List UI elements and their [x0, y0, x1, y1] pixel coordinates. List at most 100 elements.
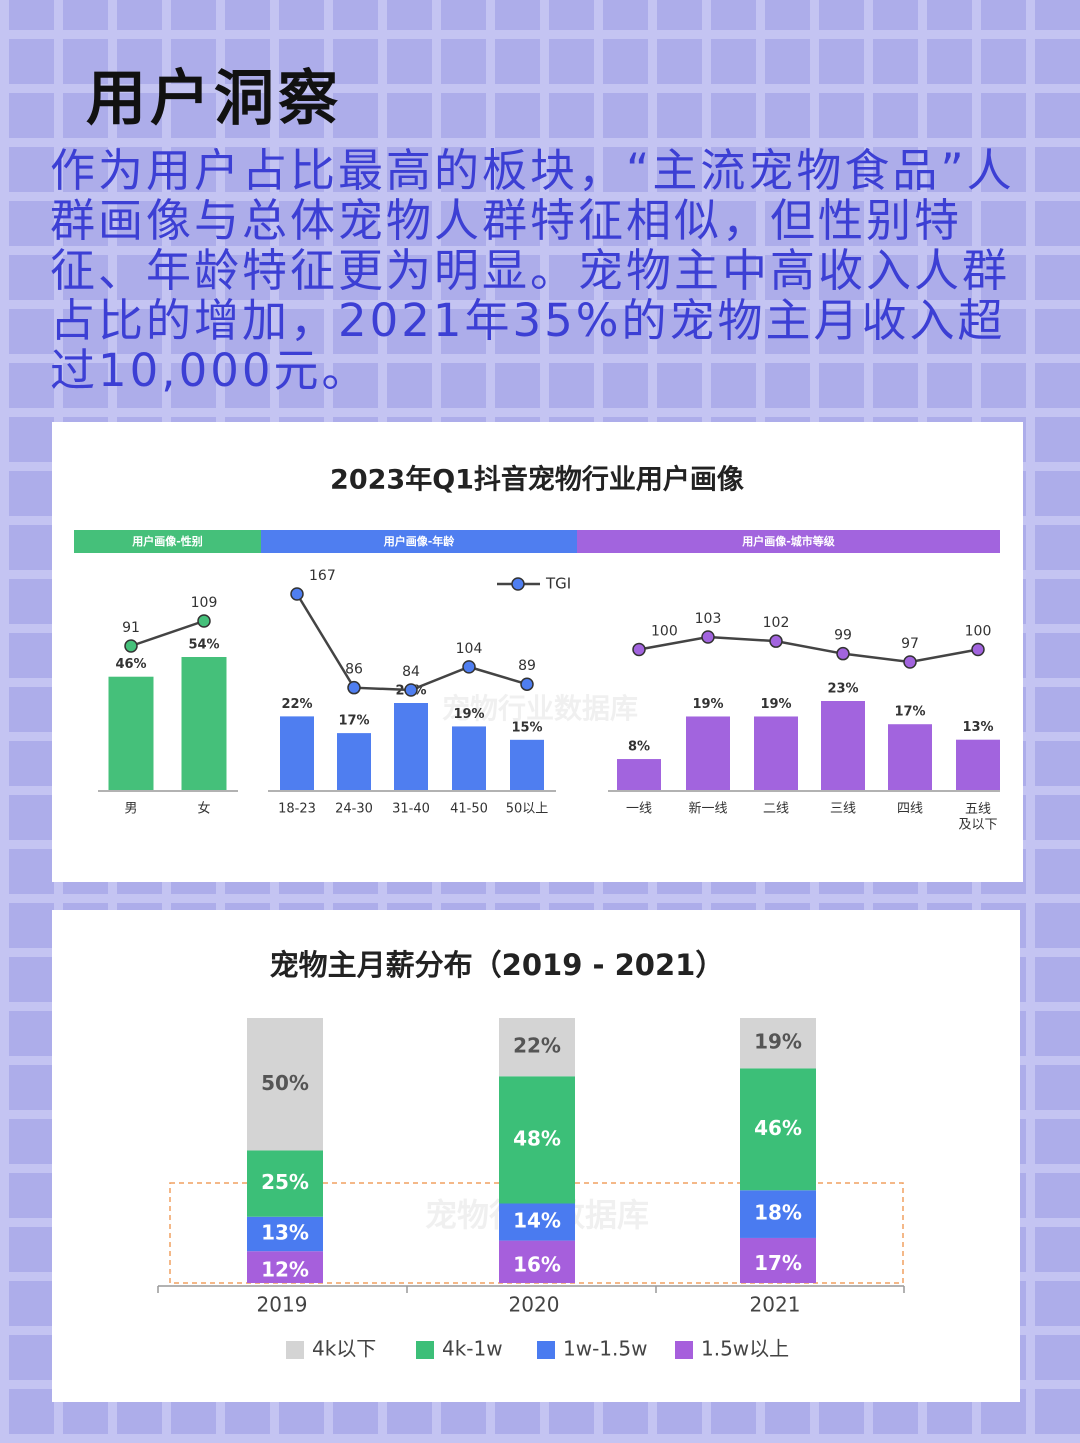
section-header [74, 530, 261, 553]
tgi-point [701, 630, 715, 644]
tgi-point [769, 634, 783, 648]
tgi-point [290, 587, 304, 601]
section-header [577, 530, 1000, 553]
section-label: 用户画像-性别 [132, 534, 203, 548]
legend-swatch [675, 1341, 693, 1359]
value-label: 12% [261, 1258, 309, 1282]
tgi-point [632, 642, 646, 657]
x-tick-label: 新一线 [688, 801, 727, 817]
value-label: 48% [513, 1126, 561, 1150]
x-tick-label: 2020 [509, 1293, 560, 1317]
tgi-label: 100 [965, 624, 992, 640]
tgi-label: 102 [763, 615, 790, 631]
value-label: 17% [754, 1251, 802, 1275]
x-tick-label: 女 [197, 801, 210, 817]
bar [108, 676, 154, 790]
value-label: 19% [760, 697, 791, 712]
value-label: 18% [754, 1201, 802, 1225]
tgi-point [404, 683, 418, 697]
value-label: 50% [261, 1071, 309, 1095]
bar [956, 739, 1000, 790]
bar [280, 716, 314, 790]
bar-segment [247, 1251, 323, 1283]
tgi-label: 89 [518, 658, 536, 674]
tgi-label: 97 [901, 636, 919, 652]
value-label: 17% [338, 714, 369, 729]
x-tick-label: 31-40 [392, 802, 430, 817]
value-label: 19% [692, 697, 723, 712]
value-label: 15% [511, 720, 542, 735]
tgi-label: 91 [122, 620, 140, 636]
legend-label: 1w-1.5w [563, 1337, 647, 1361]
value-label: 17% [894, 705, 925, 720]
section-label: 用户画像-年龄 [384, 534, 456, 548]
bar [394, 703, 428, 790]
page-body: 作为用户占比最高的板块，“主流宠物食品”人群画像与总体宠物人群特征相似，但性别特… [50, 144, 1015, 397]
tgi-label: 167 [309, 568, 336, 584]
bar-segment [247, 1216, 323, 1252]
value-label: 16% [513, 1252, 561, 1276]
chart-title: 2023年Q1抖音宠物行业用户画像 [330, 464, 744, 496]
value-label: 25% [261, 1170, 309, 1194]
value-label: 23% [827, 682, 858, 697]
legend-swatch [286, 1341, 304, 1359]
page-title: 用户洞察 [86, 64, 342, 134]
chart-title: 宠物主月薪分布（2019 - 2021） [270, 948, 725, 982]
x-tick-label: 一线 [626, 802, 652, 817]
tgi-label: 99 [834, 628, 852, 644]
bar-segment [499, 1240, 575, 1283]
x-tick-label: 2019 [257, 1293, 308, 1317]
x-tick-label: 二线 [763, 802, 789, 817]
bar-segment [740, 1068, 816, 1191]
legend-swatch [416, 1341, 434, 1359]
x-tick-label: 五线及以下 [958, 802, 997, 833]
tgi-label: 103 [695, 611, 722, 627]
value-label: 46% [115, 657, 146, 672]
legend-swatch [537, 1341, 555, 1359]
tgi-line [130, 619, 205, 648]
value-label: 8% [628, 740, 650, 755]
tgi-point [903, 655, 917, 669]
x-tick-label: 2021 [750, 1293, 801, 1317]
bar-segment [499, 1203, 575, 1241]
x-tick-label: 24-30 [335, 802, 373, 817]
legend-label: 4k以下 [312, 1337, 376, 1361]
bar-segment [740, 1190, 816, 1238]
card [52, 422, 1023, 882]
x-tick-label: 四线 [897, 802, 923, 817]
bar-segment [740, 1018, 816, 1069]
bar-segment [247, 1150, 323, 1217]
section-header [261, 530, 577, 553]
tgi-point [520, 677, 534, 691]
x-tick-label: 50以上 [506, 802, 549, 817]
bar-segment [247, 1018, 323, 1151]
tgi-label: 100 [651, 624, 678, 640]
bar [754, 716, 798, 790]
bar [337, 733, 371, 790]
tgi-label: 104 [456, 641, 483, 657]
value-label: 19% [453, 707, 484, 722]
bar-segment [499, 1018, 575, 1077]
section-label: 用户画像-城市等级 [742, 534, 836, 548]
x-tick-label: 男 [124, 802, 137, 817]
value-label: 13% [962, 720, 993, 735]
tgi-point [347, 680, 361, 695]
legend-label: 1.5w以上 [701, 1337, 789, 1361]
watermark: 宠物行业数据库 [442, 692, 638, 725]
legend-label: TGI [545, 575, 571, 593]
value-label: 19% [754, 1030, 802, 1054]
bar [821, 701, 865, 790]
tgi-label: 84 [402, 664, 420, 680]
tgi-label: 86 [345, 662, 363, 678]
bar-segment [740, 1237, 816, 1283]
tgi-point [124, 639, 138, 653]
bar [888, 724, 932, 790]
tgi-point [197, 614, 211, 628]
value-label: 54% [188, 638, 219, 653]
x-tick-label: 三线 [830, 802, 856, 817]
tgi-point [462, 660, 476, 674]
tgi-point [836, 646, 850, 661]
value-label: 22% [281, 697, 312, 712]
